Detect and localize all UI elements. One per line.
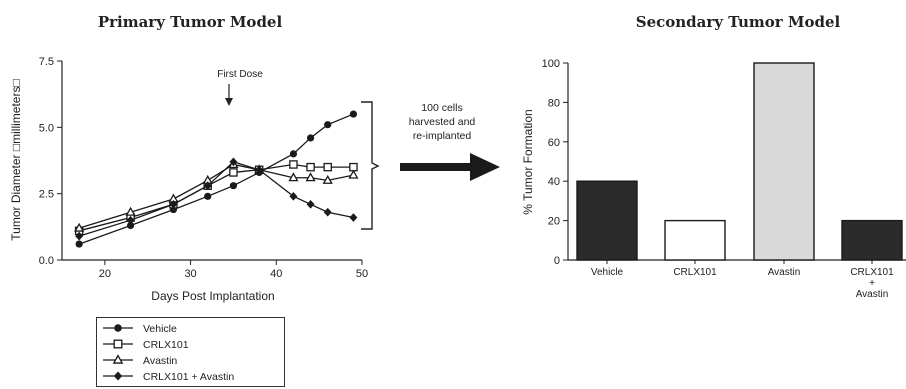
data-point — [289, 192, 298, 201]
data-point — [75, 240, 83, 248]
re-implant-arrow — [400, 153, 500, 181]
primary-tumor-chart: Primary Tumor Model 0.0 2.5 5.0 7.5 20 30 40 50… — [9, 13, 368, 303]
legend-marker — [113, 339, 123, 349]
series-line — [78, 161, 354, 237]
category-label: Avastin — [856, 289, 889, 300]
bar-2 — [753, 62, 815, 261]
right-y-tick-label: 40 — [548, 176, 560, 188]
bar-1 — [664, 219, 726, 261]
legend-label: CRLX101 + Avastin — [143, 371, 234, 383]
bar-0 — [576, 180, 638, 261]
right-chart-title: Secondary Tumor Model — [636, 13, 841, 31]
left-series — [74, 110, 359, 248]
secondary-tumor-chart: Secondary Tumor Model 0 20 40 60 80 100 Vehic… — [521, 13, 906, 300]
left-x-tick-label: 20 — [99, 268, 111, 280]
legend-marker — [112, 354, 124, 364]
legend-marker — [113, 371, 123, 381]
left-x-axis-label: Days Post Implantation — [151, 289, 274, 303]
category-label: CRLX101 — [673, 267, 717, 278]
legend-label: Vehicle — [143, 323, 177, 335]
right-y-tick-label: 0 — [554, 255, 560, 267]
left-y-tick-label: 7.5 — [39, 56, 54, 68]
data-point — [306, 134, 315, 142]
legend: Vehicle CRLX101 Avastin CRLX101 + Avastin — [96, 317, 285, 387]
harvest-note-line-1: 100 cells — [421, 102, 462, 114]
data-point — [126, 215, 135, 225]
left-x-tick-label: 50 — [356, 268, 368, 280]
data-point — [288, 172, 299, 182]
data-point — [349, 213, 358, 222]
right-y-tick-label: 80 — [548, 97, 560, 109]
left-axes — [61, 61, 362, 261]
data-point — [323, 162, 332, 172]
series-line — [78, 163, 354, 229]
right-y-axis-label: % Tumor Formation — [521, 109, 535, 214]
category-label: CRLX101 — [850, 267, 894, 278]
data-point — [324, 121, 332, 129]
data-point — [322, 174, 333, 184]
series-line — [78, 163, 354, 232]
left-y-tick-label: 0.0 — [39, 255, 54, 267]
data-point — [74, 222, 85, 232]
left-x-tick-label: 40 — [270, 268, 282, 280]
harvest-note: 100 cells harvested and re-implanted — [409, 102, 476, 142]
category-label: Vehicle — [591, 267, 624, 278]
data-point — [306, 162, 315, 172]
legend-entry: CRLX101 + Avastin — [103, 371, 234, 383]
series-crlx101 — [74, 160, 358, 236]
data-point — [255, 165, 264, 175]
data-point — [203, 181, 212, 191]
right-y-tick-label: 100 — [542, 58, 560, 70]
left-chart-title: Primary Tumor Model — [98, 13, 283, 31]
right-category-labels: Vehicle CRLX101 Avastin CRLX101+Avastin — [591, 267, 894, 300]
first-dose-arrow — [225, 84, 233, 106]
series-line — [78, 113, 354, 245]
harvest-bracket — [361, 101, 380, 230]
data-point — [75, 231, 84, 241]
legend-entry: Vehicle — [103, 323, 177, 335]
legend-label: Avastin — [143, 355, 177, 367]
data-point — [348, 169, 359, 179]
first-dose-annotation: First Dose — [217, 69, 263, 80]
data-point — [323, 207, 332, 217]
data-point — [289, 160, 298, 169]
series-crlx101-avastin — [75, 157, 358, 241]
category-label: Avastin — [768, 267, 801, 278]
data-point — [305, 172, 316, 182]
data-point — [126, 221, 135, 230]
right-ticks: 0 20 40 60 80 100 — [542, 58, 873, 267]
right-y-tick-label: 60 — [548, 137, 560, 149]
data-point — [289, 150, 298, 158]
harvest-note-line-2: harvested and — [409, 116, 476, 128]
left-y-tick-label: 5.0 — [39, 122, 54, 134]
right-bars — [576, 62, 903, 261]
category-label: + — [869, 278, 875, 289]
data-point — [306, 199, 315, 209]
legend-label: CRLX101 — [143, 339, 189, 351]
data-point — [349, 110, 358, 118]
left-ticks: 0.0 2.5 5.0 7.5 20 30 40 50 — [39, 56, 368, 280]
left-x-tick-label: 30 — [184, 268, 196, 280]
data-point — [229, 182, 238, 190]
right-y-tick-label: 20 — [548, 216, 560, 228]
harvest-note-line-3: re-implanted — [413, 130, 472, 142]
series-vehicle — [75, 110, 358, 248]
data-point — [229, 157, 238, 167]
data-point — [125, 206, 136, 216]
bar-3 — [841, 219, 903, 261]
legend-marker — [114, 324, 122, 332]
data-point — [229, 168, 238, 177]
legend-entry: CRLX101 — [103, 339, 189, 351]
data-point — [169, 199, 178, 209]
data-point — [204, 192, 212, 200]
legend-entries: Vehicle CRLX101 Avastin CRLX101 + Avastin — [103, 323, 234, 383]
left-y-tick-label: 2.5 — [39, 189, 54, 201]
left-y-axis-label: Tumor Diameter □millimeters□ — [9, 79, 23, 240]
legend-entry: Avastin — [103, 354, 177, 367]
